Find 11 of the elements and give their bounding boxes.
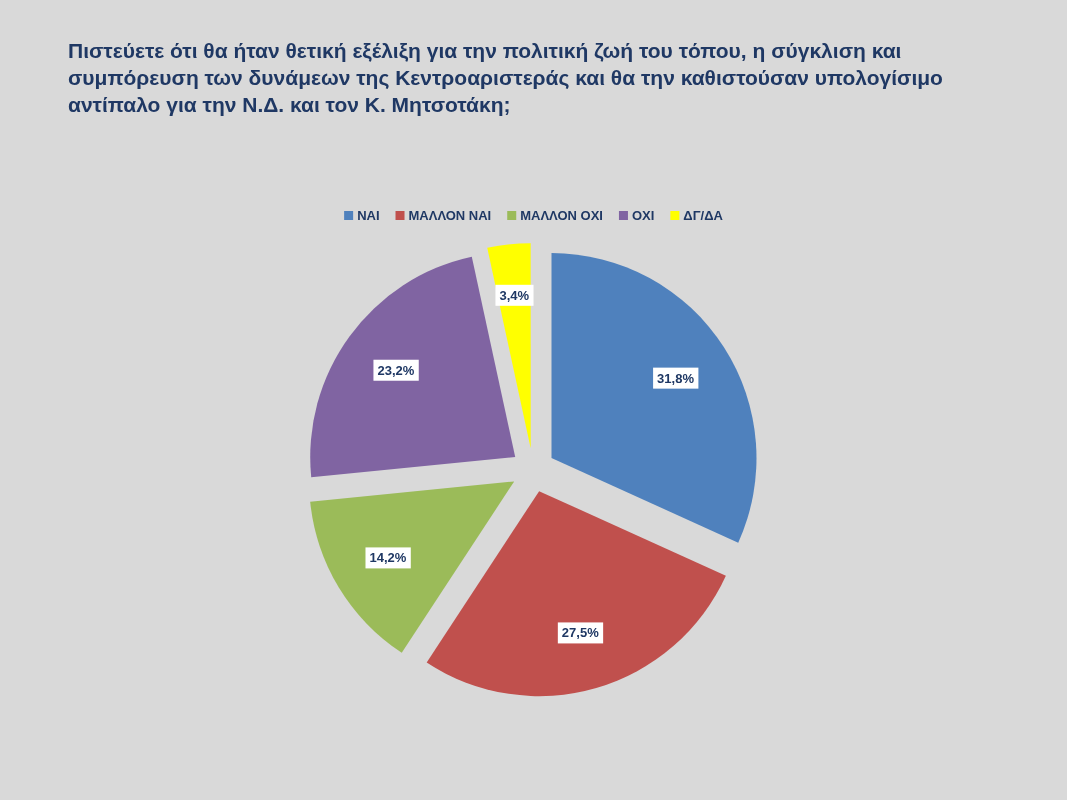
data-label: 3,4% <box>499 287 530 303</box>
data-label: 14,2% <box>369 550 407 566</box>
legend-label: ΝΑΙ <box>357 208 380 223</box>
legend-label: ΜΑΛΛΟΝ ΝΑΙ <box>408 208 492 223</box>
chart-title: Πιστεύετε ότι θα ήταν θετική εξέλιξη για την πολιτική ζωή του τόπου, η σύγκλιση και συμπόρευση των δυνάμεων της Κεντροαριστεράς και θα την καθιστούσαν υπολογίσιμο αντίπαλο για την Ν.Δ. και τον Κ. Μητσοτάκη; <box>68 39 943 116</box>
legend-label: ΜΑΛΛΟΝ ΟΧΙ <box>520 208 603 223</box>
data-label: 27,5% <box>561 625 600 641</box>
legend-label: ΔΓ/ΔΑ <box>683 208 724 223</box>
data-label: 31,8% <box>657 370 695 386</box>
data-label: 23,2% <box>377 362 415 378</box>
legend-label: ΟΧΙ <box>631 208 655 223</box>
